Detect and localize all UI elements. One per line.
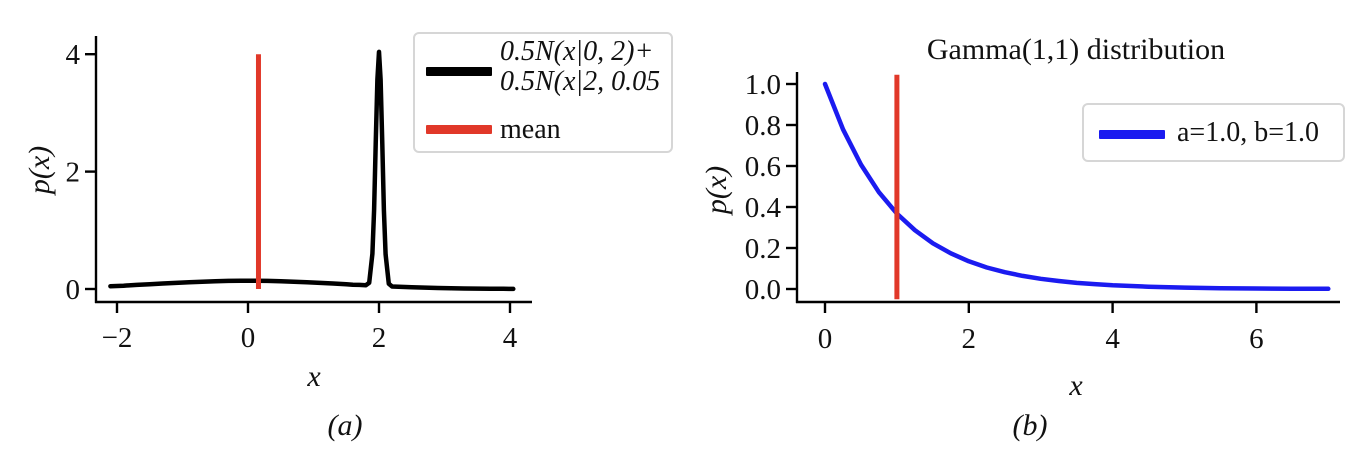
y-tick-label-a: 2 <box>66 157 81 189</box>
y-tick-label-a: 4 <box>66 39 81 71</box>
legend-key-mean-line <box>426 125 492 134</box>
y-tick-label-b: 0.8 <box>745 110 781 142</box>
legend-label-gamma: a=1.0, b=1.0 <box>1177 117 1320 148</box>
xlabel-b: x <box>1069 369 1083 402</box>
series-curve-b <box>822 81 1331 292</box>
x-tick-label-b: 2 <box>962 323 977 355</box>
x-tick-label-a: 0 <box>241 322 256 354</box>
legend-key-gamma-line <box>1099 130 1165 139</box>
y-tick-label-b: 0.4 <box>745 192 782 224</box>
x-tick-label-a: 4 <box>503 322 518 354</box>
ylabel-b: p(x) <box>700 165 733 215</box>
legend-label-mixture-line1: 0.5N(x|0, 2)+ <box>500 36 654 67</box>
title-b: Gamma(1,1) distribution <box>926 33 1226 66</box>
legend-label-mean: mean <box>500 114 561 145</box>
y-tick-label-b: 0.6 <box>745 151 781 183</box>
x-tick-label-a: 2 <box>372 322 387 354</box>
y-tick-label-b: 0.2 <box>745 233 781 265</box>
legend-a: 0.5N(x|0, 2)+ 0.5N(x|2, 0.05 mean <box>413 32 673 153</box>
x-tick-label-b: 4 <box>1105 323 1120 355</box>
legend-key-mixture-line <box>426 67 492 76</box>
xlabel-a: x <box>307 360 321 393</box>
ylabel-a: p(x) <box>23 145 56 195</box>
y-tick-label-b: 0.0 <box>745 274 781 306</box>
x-tick-label-b: 6 <box>1249 323 1264 355</box>
series-curve-a <box>108 49 516 292</box>
y-tick-label-a: 0 <box>66 274 81 306</box>
x-tick-label-b: 0 <box>818 323 833 355</box>
caption-a: (a) <box>327 409 363 442</box>
caption-b: (b) <box>1012 409 1048 442</box>
legend-b: a=1.0, b=1.0 <box>1082 103 1345 162</box>
x-tick-label-a: −2 <box>102 322 133 354</box>
y-tick-label-b: 1.0 <box>745 69 781 101</box>
legend-label-mixture-line2: 0.5N(x|2, 0.05 <box>500 66 661 97</box>
